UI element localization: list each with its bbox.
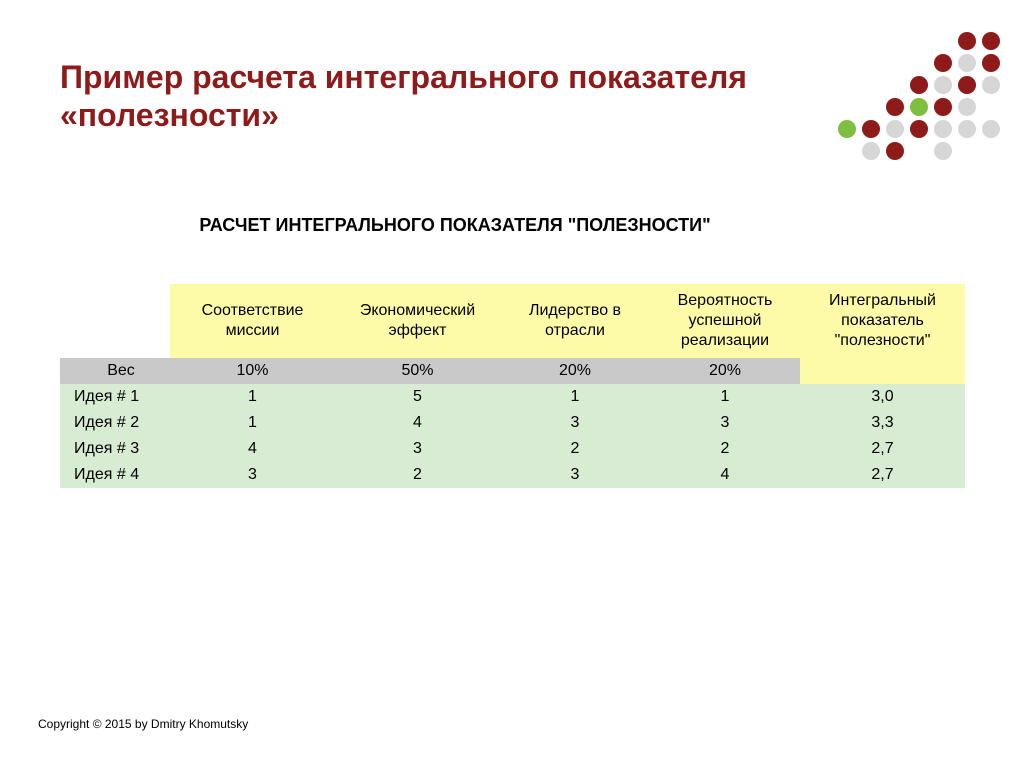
dot-icon (934, 54, 952, 72)
cell: 3 (500, 410, 650, 436)
row-label: Идея # 1 (60, 384, 170, 410)
header-col-2: Экономический эффект (335, 284, 500, 358)
dot-icon (838, 120, 856, 138)
dot-icon (982, 32, 1000, 50)
dot-icon (910, 120, 928, 138)
dot-icon (862, 142, 880, 160)
cell: 2 (335, 462, 500, 488)
header-col-5: Интегральный показатель "полезности" (800, 284, 965, 358)
cell: 4 (335, 410, 500, 436)
utility-table: Соответствие миссии Экономический эффект… (60, 284, 965, 488)
dot-icon (934, 76, 952, 94)
dot-icon (982, 120, 1000, 138)
header-col-4: Вероятность успешной реализации (650, 284, 800, 358)
cell: 4 (650, 462, 800, 488)
dot-icon (934, 120, 952, 138)
dot-icon (886, 98, 904, 116)
table-row: Идея # 214333,3 (60, 410, 965, 436)
cell: 2,7 (800, 462, 965, 488)
row-label: Идея # 4 (60, 462, 170, 488)
table-row: Идея # 115113,0 (60, 384, 965, 410)
dot-icon (886, 142, 904, 160)
cell: 3,0 (800, 384, 965, 410)
table-row: Идея # 343222,7 (60, 436, 965, 462)
weight-3: 20% (500, 358, 650, 384)
decorative-dots (806, 32, 996, 172)
slide-title: Пример расчета интегрального показателя … (60, 58, 820, 135)
dot-icon (910, 98, 928, 116)
cell: 5 (335, 384, 500, 410)
dot-icon (886, 120, 904, 138)
dot-icon (862, 120, 880, 138)
dot-icon (934, 142, 952, 160)
header-blank (60, 284, 170, 358)
dot-icon (982, 54, 1000, 72)
dot-icon (958, 76, 976, 94)
cell: 3 (335, 436, 500, 462)
table-header-row: Соответствие миссии Экономический эффект… (60, 284, 965, 358)
cell: 1 (650, 384, 800, 410)
table-title: РАСЧЕТ ИНТЕГРАЛЬНОГО ПОКАЗАТЕЛЯ "ПОЛЕЗНО… (130, 215, 780, 236)
slide: Пример расчета интегрального показателя … (0, 0, 1024, 767)
dot-icon (982, 76, 1000, 94)
weight-4: 20% (650, 358, 800, 384)
cell: 4 (170, 436, 335, 462)
row-label: Идея # 2 (60, 410, 170, 436)
cell: 1 (500, 384, 650, 410)
cell: 2,7 (800, 436, 965, 462)
row-label: Идея # 3 (60, 436, 170, 462)
cell: 3 (170, 462, 335, 488)
weight-2: 50% (335, 358, 500, 384)
dot-icon (934, 98, 952, 116)
cell: 2 (500, 436, 650, 462)
weight-label: Вес (60, 358, 170, 384)
copyright: Copyright © 2015 by Dmitry Khomutsky (38, 717, 248, 731)
cell: 3,3 (800, 410, 965, 436)
table-body: Идея # 115113,0Идея # 214333,3Идея # 343… (60, 384, 965, 488)
cell: 2 (650, 436, 800, 462)
dot-icon (958, 98, 976, 116)
cell: 1 (170, 384, 335, 410)
cell: 1 (170, 410, 335, 436)
table-weight-row: Вес 10% 50% 20% 20% (60, 358, 965, 384)
dot-icon (958, 120, 976, 138)
cell: 3 (500, 462, 650, 488)
dot-icon (958, 32, 976, 50)
weight-5 (800, 358, 965, 384)
header-col-3: Лидерство в отрасли (500, 284, 650, 358)
dot-icon (958, 54, 976, 72)
dot-icon (910, 76, 928, 94)
table-row: Идея # 432342,7 (60, 462, 965, 488)
cell: 3 (650, 410, 800, 436)
weight-1: 10% (170, 358, 335, 384)
header-col-1: Соответствие миссии (170, 284, 335, 358)
